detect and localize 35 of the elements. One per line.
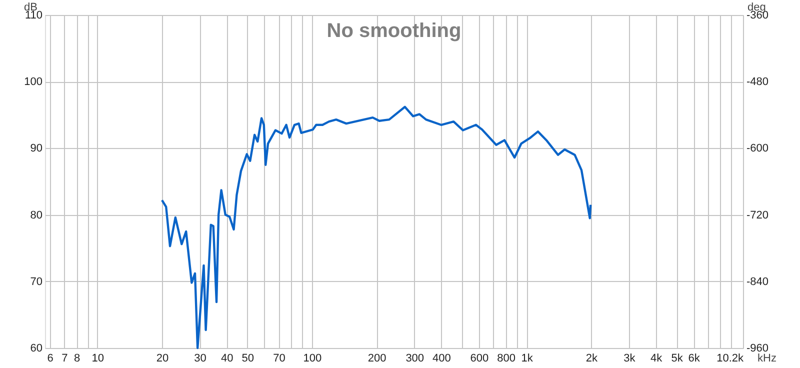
x-axis-title: kHz	[758, 352, 776, 364]
x-tick-label: 200	[368, 352, 386, 364]
y2-tick-label: -600	[746, 142, 769, 155]
x-tick-label: 800	[497, 352, 516, 364]
x-tick-label: 6k	[688, 352, 700, 364]
x-tick-label: 600	[470, 352, 489, 364]
x-tick-label: 300	[406, 352, 424, 364]
y2-tick-label: -720	[746, 209, 769, 222]
y2-tick-label: -840	[746, 276, 769, 288]
y-tick-label: 110	[24, 10, 42, 22]
x-tick-label: 50	[242, 352, 254, 364]
y-tick-label: 70	[30, 276, 42, 288]
x-tick-label: 40	[220, 352, 234, 364]
x-tick-label: 10.2k	[716, 352, 744, 364]
x-tick-label: 70	[273, 352, 286, 364]
x-tick-label: 30	[194, 352, 206, 364]
x-tick-label: 10	[92, 352, 104, 364]
y2-tick-label: -480	[746, 76, 769, 88]
x-tick-label: 400	[432, 352, 451, 364]
x-tick-label: 5k	[671, 352, 684, 364]
y-tick-label: 60	[30, 342, 42, 354]
x-tick-label: 100	[303, 352, 322, 364]
chart-title: No smoothing	[326, 20, 462, 42]
y-tick-label: 90	[30, 142, 42, 155]
x-tick-label: 6	[47, 352, 54, 364]
x-tick-label: 7	[62, 352, 68, 364]
x-tick-label: 2k	[586, 352, 598, 364]
x-tick-label: 8	[74, 352, 80, 364]
x-tick-label: 3k	[624, 352, 636, 364]
y-tick-label: 100	[24, 76, 42, 88]
x-tick-label: 4k	[650, 352, 663, 364]
y-tick-label: 80	[30, 209, 42, 222]
x-tick-label: 20	[156, 352, 169, 364]
y2-tick-label: -960	[746, 342, 769, 354]
x-tick-label: 1k	[521, 352, 534, 364]
